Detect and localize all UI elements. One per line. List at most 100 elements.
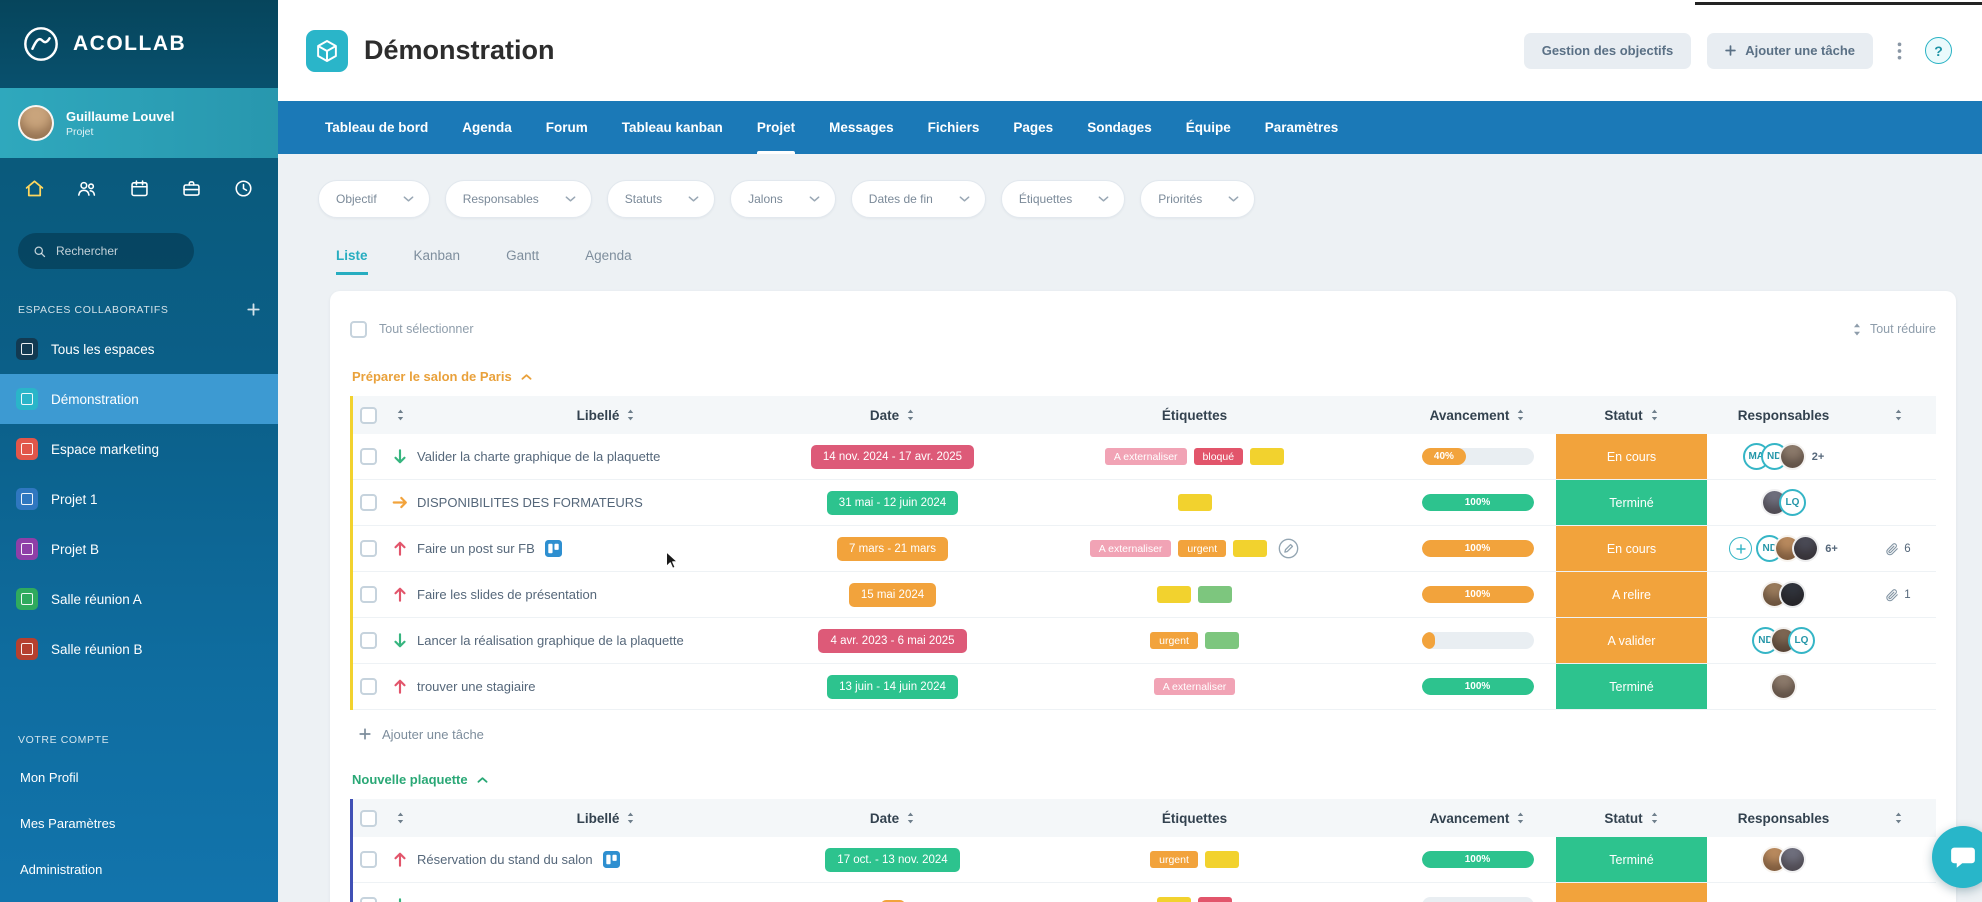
- filter--tiquettes[interactable]: Étiquettes: [1000, 180, 1126, 218]
- section-select-checkbox[interactable]: [359, 809, 377, 827]
- nav-tab-sondages[interactable]: Sondages: [1087, 120, 1152, 135]
- column-header-avancement[interactable]: Avancement: [1399, 408, 1556, 423]
- section-header-toggle[interactable]: Nouvelle plaquette: [352, 772, 1936, 787]
- sidebar-item-projet-b[interactable]: Projet B: [0, 524, 278, 574]
- row-checkbox[interactable]: [359, 448, 377, 465]
- user-profile[interactable]: Guillaume Louvel Projet: [0, 88, 278, 158]
- sidebar-item-projet-1[interactable]: Projet 1: [0, 474, 278, 524]
- nav-tab-param-tres[interactable]: Paramètres: [1264, 120, 1339, 135]
- column-header-statut[interactable]: Statut: [1556, 408, 1707, 423]
- board-icon[interactable]: [602, 851, 620, 868]
- sort-icon[interactable]: [1516, 409, 1525, 421]
- assignee-avatar[interactable]: [1779, 581, 1806, 608]
- assignee-avatar[interactable]: [1792, 535, 1820, 562]
- nav-tab-tableau-de-bord[interactable]: Tableau de bord: [325, 120, 429, 135]
- nav-tab-messages[interactable]: Messages: [829, 120, 894, 135]
- section-header-toggle[interactable]: Préparer le salon de Paris: [352, 369, 1936, 384]
- task-row[interactable]: [353, 883, 1936, 902]
- extra-sort[interactable]: [1860, 812, 1936, 824]
- edit-icon[interactable]: [1278, 538, 1299, 559]
- account-item-administration[interactable]: Administration: [20, 861, 103, 877]
- view-tab-gantt[interactable]: Gantt: [506, 248, 540, 263]
- task-row[interactable]: Lancer la réalisation graphique de la pl…: [353, 618, 1936, 664]
- row-checkbox[interactable]: [359, 540, 377, 557]
- acollab-logo[interactable]: ACOLLAB: [0, 0, 278, 88]
- select-all[interactable]: Tout sélectionner: [350, 320, 474, 338]
- column-header-avancement[interactable]: Avancement: [1399, 811, 1556, 826]
- home-icon[interactable]: [24, 178, 45, 199]
- assignee-avatar[interactable]: LQ: [1779, 489, 1806, 516]
- column-header-statut[interactable]: Statut: [1556, 811, 1707, 826]
- account-item-mon-profil[interactable]: Mon Profil: [20, 769, 79, 785]
- column-header-date[interactable]: Date: [795, 811, 990, 826]
- sort-icon[interactable]: [906, 812, 915, 824]
- assignee-overflow-count[interactable]: 2+: [1811, 450, 1825, 463]
- account-item-mes-param-tres[interactable]: Mes Paramètres: [20, 815, 116, 831]
- view-tab-agenda[interactable]: Agenda: [585, 248, 632, 263]
- sort-icon[interactable]: [1650, 812, 1659, 824]
- collapse-all-button[interactable]: Tout réduire: [1852, 322, 1936, 336]
- column-header-libell-[interactable]: Libellé: [417, 811, 795, 826]
- task-row[interactable]: Faire un post sur FB 7 mars - 21 mars A ex…: [353, 526, 1936, 572]
- task-row[interactable]: Réservation du stand du salon 17 oct. - 1…: [353, 837, 1936, 883]
- task-row[interactable]: DISPONIBILITES DES FORMATEURS 31 mai - 12…: [353, 480, 1936, 526]
- row-checkbox[interactable]: [359, 678, 377, 695]
- column-header-date[interactable]: Date: [795, 408, 990, 423]
- nav-tab-pages[interactable]: Pages: [1013, 120, 1054, 135]
- sort-icon[interactable]: [906, 409, 915, 421]
- chat-widget-button[interactable]: [1932, 826, 1982, 888]
- date-badge[interactable]: 31 mai - 12 juin 2024: [826, 490, 959, 515]
- date-badge[interactable]: 15 mai 2024: [848, 582, 937, 607]
- add-task-row-button[interactable]: Ajouter une tâche: [350, 710, 1936, 758]
- task-row[interactable]: Faire les slides de présentation 15 mai 2…: [353, 572, 1936, 618]
- more-options-button[interactable]: [1889, 40, 1909, 62]
- view-tab-liste[interactable]: Liste: [336, 248, 368, 275]
- date-badge[interactable]: 4 avr. 2023 - 6 mai 2025: [818, 628, 967, 653]
- filter-priorit-s[interactable]: Priorités: [1140, 180, 1256, 218]
- search-input[interactable]: Rechercher: [18, 233, 194, 269]
- date-badge[interactable]: 17 oct. - 13 nov. 2024: [825, 847, 960, 872]
- help-button[interactable]: ?: [1925, 37, 1952, 64]
- nav-tab-agenda[interactable]: Agenda: [462, 120, 512, 135]
- filter-dates-de-fin[interactable]: Dates de fin: [850, 180, 986, 218]
- assignee-avatar[interactable]: [1770, 673, 1797, 700]
- sort-icon[interactable]: [1516, 812, 1525, 824]
- select-all-checkbox[interactable]: [350, 320, 367, 338]
- extra-sort[interactable]: [1860, 409, 1936, 421]
- history-icon[interactable]: [233, 178, 254, 199]
- row-checkbox[interactable]: [359, 586, 377, 603]
- sidebar-item-salle-r-union-b[interactable]: Salle réunion B: [0, 624, 278, 674]
- nav-tab-projet[interactable]: Projet: [756, 101, 796, 154]
- nav-tab-forum[interactable]: Forum: [545, 120, 588, 135]
- date-badge[interactable]: 14 nov. 2024 - 17 avr. 2025: [810, 444, 975, 469]
- nav-tab-tableau-kanban[interactable]: Tableau kanban: [621, 120, 723, 135]
- filter-responsables[interactable]: Responsables: [444, 180, 592, 218]
- row-checkbox[interactable]: [359, 851, 377, 868]
- briefcase-icon[interactable]: [181, 178, 202, 199]
- nav-tab--quipe[interactable]: Équipe: [1185, 120, 1231, 135]
- manage-objectives-button[interactable]: Gestion des objectifs: [1523, 32, 1692, 69]
- sort-icon[interactable]: [1650, 409, 1659, 421]
- team-icon[interactable]: [76, 178, 97, 199]
- sidebar-item-salle-r-union-a[interactable]: Salle réunion A: [0, 574, 278, 624]
- filter-objectif[interactable]: Objectif: [318, 180, 430, 218]
- row-checkbox[interactable]: [359, 494, 377, 511]
- add-task-button[interactable]: Ajouter une tâche: [1707, 32, 1873, 69]
- section-select-checkbox[interactable]: [359, 406, 377, 424]
- sort-icon[interactable]: [396, 409, 405, 421]
- sidebar-item-espace-marketing[interactable]: Espace marketing: [0, 424, 278, 474]
- task-row[interactable]: Valider la charte graphique de la plaque…: [353, 434, 1936, 480]
- sidebar-item-tous-les-espaces[interactable]: Tous les espaces: [0, 324, 278, 374]
- filter-jalons[interactable]: Jalons: [730, 180, 836, 218]
- date-badge[interactable]: 13 juin - 14 juin 2024: [827, 674, 958, 699]
- date-badge[interactable]: 7 mars - 21 mars: [837, 536, 948, 561]
- view-tab-kanban[interactable]: Kanban: [413, 248, 461, 263]
- row-checkbox[interactable]: [359, 897, 377, 902]
- calendar-icon[interactable]: [129, 178, 150, 199]
- add-space-icon[interactable]: [247, 303, 260, 316]
- nav-tab-fichiers[interactable]: Fichiers: [927, 120, 980, 135]
- paperclip-icon[interactable]: [1885, 588, 1899, 602]
- assignee-avatar[interactable]: [1778, 443, 1806, 470]
- board-icon[interactable]: [544, 540, 562, 557]
- date-badge[interactable]: [880, 899, 905, 902]
